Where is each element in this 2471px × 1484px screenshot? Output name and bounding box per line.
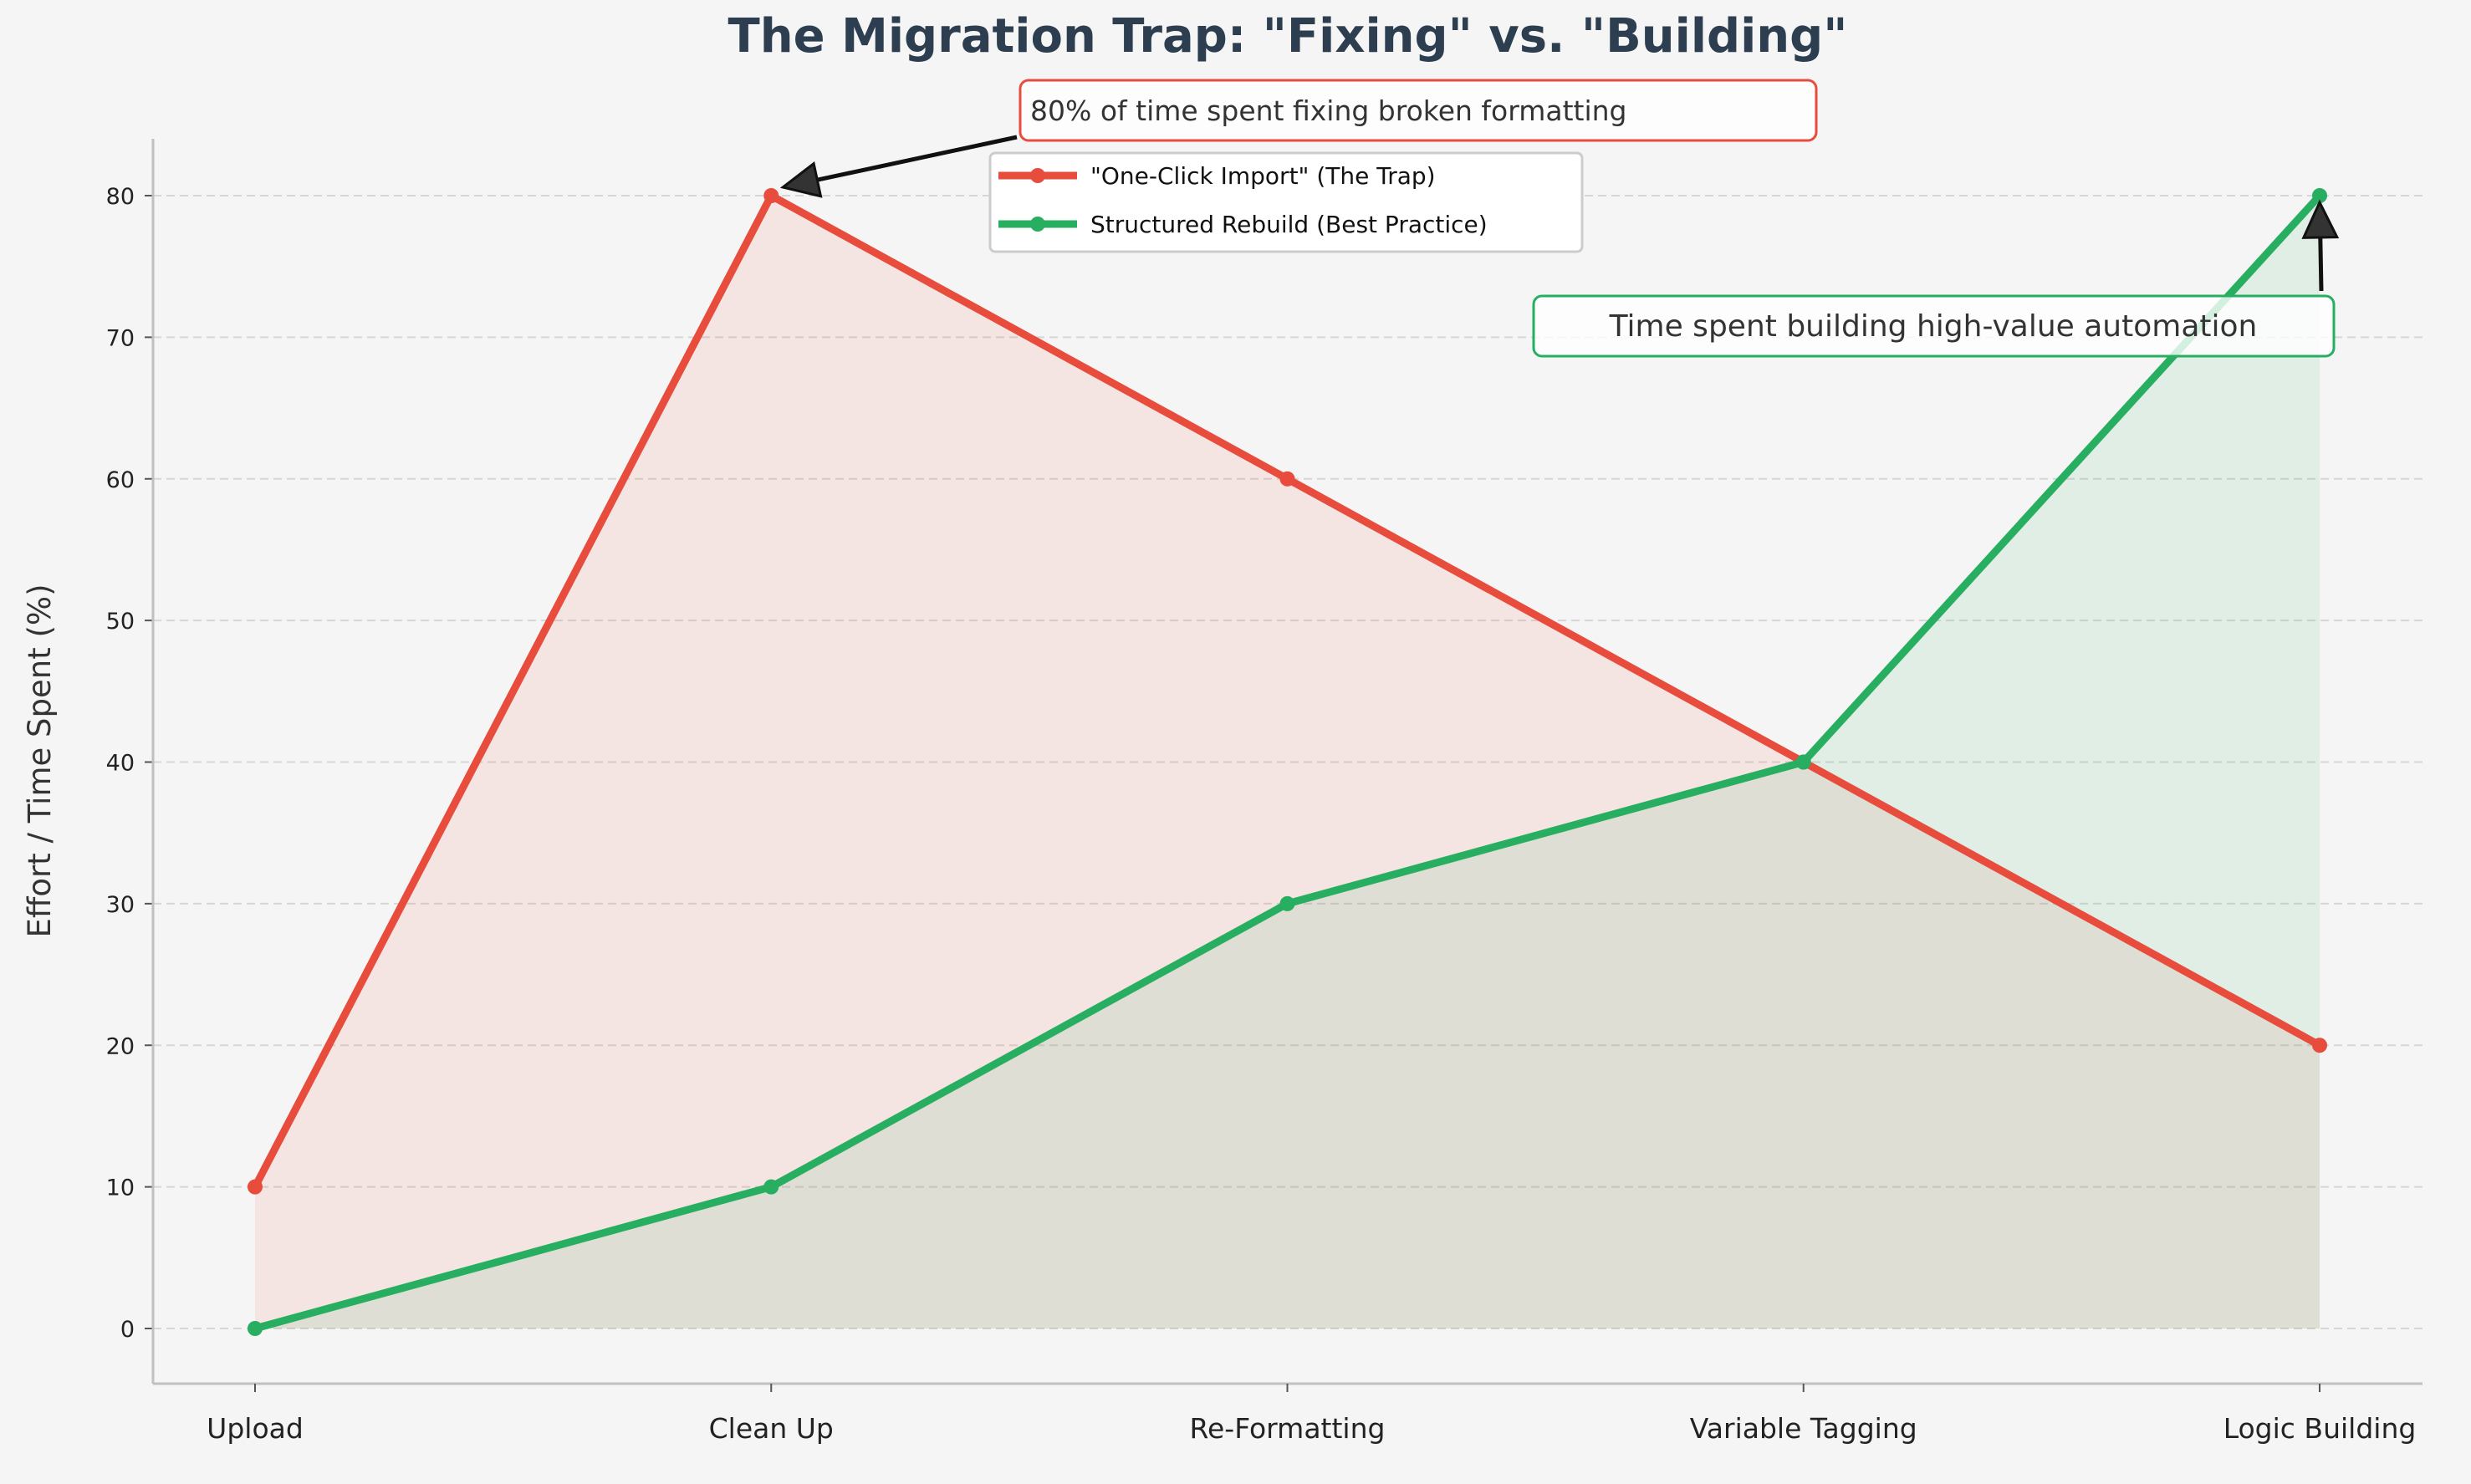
- data-point: [2312, 188, 2327, 203]
- y-tick-label: 50: [106, 609, 135, 635]
- annotation-arrow-1-shaft: [816, 135, 1018, 182]
- series-lines: [248, 188, 2327, 1336]
- area-fills: [255, 196, 2320, 1328]
- legend: "One-Click Import" (The Trap) Structured …: [988, 151, 1584, 253]
- series-fill-0: [255, 196, 2320, 1328]
- y-tick-label: 80: [106, 184, 135, 210]
- data-point: [248, 1179, 263, 1195]
- x-tick-label: Upload: [207, 1412, 304, 1445]
- annotation-text-1: 80% of time spent fixing broken formatti…: [1030, 94, 1627, 127]
- y-tick-label: 0: [120, 1317, 135, 1343]
- legend-box: [988, 151, 1584, 253]
- data-point: [248, 1321, 263, 1336]
- y-axis-label: Effort / Time Spent (%): [22, 584, 58, 937]
- x-tick-label: Clean Up: [709, 1412, 834, 1445]
- data-point: [1279, 471, 1295, 487]
- y-tick-label: 40: [106, 751, 135, 777]
- annotation-box-2: [1532, 294, 2336, 358]
- y-tick-label: 10: [106, 1175, 135, 1201]
- x-tick-label: Re-Formatting: [1190, 1412, 1386, 1445]
- legend-marker: [1030, 217, 1045, 232]
- data-point: [763, 188, 779, 203]
- y-tick-label: 60: [106, 467, 135, 493]
- data-point: [1279, 895, 1295, 911]
- annotation-arrow-2-head: [2301, 199, 2340, 239]
- legend-label: "One-Click Import" (The Trap): [1090, 162, 1436, 190]
- annotation-arrow-1-head: [779, 161, 823, 198]
- data-point: [763, 1179, 779, 1195]
- y-tick-label: 30: [106, 892, 135, 918]
- data-point: [2312, 1038, 2327, 1053]
- x-tick-label: Variable Tagging: [1690, 1412, 1917, 1445]
- data-point: [1795, 754, 1811, 770]
- annotation-arrow-2-shaft: [2318, 237, 2324, 292]
- annotation-text-2: Time spent building high-value automatio…: [1609, 309, 2258, 344]
- annotation-box-1: [1019, 79, 1818, 142]
- x-tick-label: Logic Building: [2223, 1412, 2417, 1445]
- legend-marker: [1030, 168, 1045, 183]
- y-tick-label: 20: [106, 1033, 135, 1059]
- gridlines: [153, 195, 2422, 1329]
- series-fill-1: [255, 196, 2320, 1328]
- axes: 0 10 20 30 40 50 60 70 80 Upload Clean Up Re-Format…: [106, 139, 2422, 1445]
- y-tick-label: 70: [106, 325, 135, 351]
- annotations: 80% of time spent fixing broken formatti…: [779, 79, 2340, 358]
- legend-label: Structured Rebuild (Best Practice): [1090, 211, 1488, 238]
- chart-title: The Migration Trap: "Fixing" vs. "Buildi…: [728, 9, 1848, 64]
